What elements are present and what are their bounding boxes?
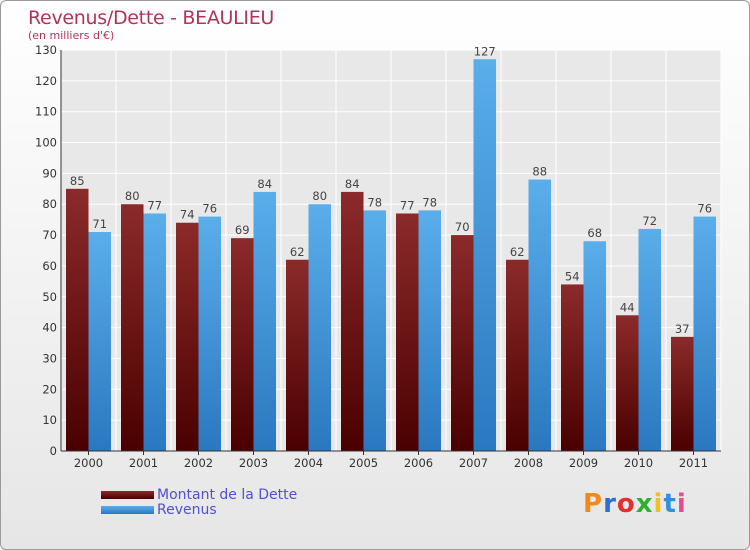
data-label: 69: [235, 223, 250, 237]
data-label: 127: [474, 44, 496, 58]
logo-letter: P: [583, 489, 604, 519]
bar-revenus: [418, 210, 441, 451]
bar-debt: [396, 213, 419, 451]
data-label: 62: [290, 245, 305, 259]
data-label: 68: [587, 226, 602, 240]
y-tick-label: 120: [35, 74, 57, 88]
data-label: 88: [532, 165, 547, 179]
logo-letter: o: [616, 489, 636, 519]
y-tick-label: 60: [42, 259, 57, 273]
x-tick-label: 2001: [129, 456, 158, 470]
bar-debt: [231, 238, 254, 451]
x-tick-label: 2007: [459, 456, 488, 470]
y-tick-label: 10: [42, 413, 57, 427]
y-tick-label: 110: [35, 105, 57, 119]
logo-letter: i: [676, 489, 687, 519]
logo-letter: i: [653, 489, 664, 519]
bar-debt: [121, 204, 144, 451]
x-tick-label: 2011: [679, 456, 708, 470]
y-tick-label: 20: [42, 382, 57, 396]
x-tick-label: 2004: [294, 456, 323, 470]
bar-revenus: [143, 213, 166, 451]
bar-debt: [451, 235, 474, 451]
y-tick-label: 100: [35, 136, 57, 150]
legend-label-debt: Montant de la Dette: [157, 486, 298, 503]
data-label: 76: [202, 202, 217, 216]
logo-letter: t: [663, 489, 677, 519]
x-tick-label: 2008: [514, 456, 543, 470]
legend-label-revenus: Revenus: [157, 501, 217, 518]
y-tick-label: 130: [35, 43, 57, 57]
bar-revenus: [253, 191, 276, 451]
x-tick-label: 2006: [404, 456, 433, 470]
chart-subtitle: (en milliers d'€): [28, 29, 115, 42]
data-label: 80: [312, 189, 327, 203]
x-tick-label: 2003: [239, 456, 268, 470]
bar-revenus: [583, 241, 606, 451]
data-label: 84: [257, 177, 272, 191]
bar-debt: [671, 336, 694, 451]
bar-debt: [506, 259, 529, 451]
bar-revenus: [88, 231, 111, 451]
y-tick-label: 90: [42, 166, 57, 180]
data-label: 85: [70, 174, 85, 188]
data-label: 74: [180, 208, 195, 222]
data-label: 71: [92, 217, 107, 231]
proxiti-logo: Proxiti: [583, 489, 687, 519]
bar-revenus: [198, 216, 221, 451]
x-tick-label: 2005: [349, 456, 378, 470]
bar-debt: [561, 284, 584, 451]
bar-debt: [176, 222, 199, 451]
bar-revenus: [528, 179, 551, 452]
data-label: 54: [565, 269, 580, 283]
legend-swatch-debt: [101, 490, 154, 499]
data-label: 72: [642, 214, 657, 228]
bar-revenus: [638, 228, 661, 451]
legend-item-revenus: Revenus: [101, 501, 297, 518]
chart-title: Revenus/Dette - BEAULIEU: [28, 7, 275, 29]
data-label: 77: [400, 198, 415, 212]
bar-debt: [286, 259, 309, 451]
data-label: 80: [125, 189, 140, 203]
data-label: 62: [510, 245, 525, 259]
bar-revenus: [693, 216, 716, 451]
y-tick-label: 40: [42, 321, 57, 335]
legend: Montant de la Dette Revenus: [101, 486, 298, 518]
data-label: 77: [147, 198, 162, 212]
legend-swatch-revenus: [101, 505, 154, 514]
bar-debt: [616, 315, 639, 451]
data-label: 84: [345, 177, 360, 191]
legend-item-debt: Montant de la Dette: [101, 486, 298, 503]
data-label: 70: [455, 220, 470, 234]
y-tick-label: 80: [42, 197, 57, 211]
y-tick-label: 30: [42, 351, 57, 365]
bar-debt: [66, 188, 89, 452]
logo-letter: x: [635, 489, 654, 519]
data-label: 76: [697, 202, 712, 216]
x-tick-label: 2002: [184, 456, 213, 470]
logo-letter: r: [603, 489, 617, 519]
x-tick-label: 2009: [569, 456, 598, 470]
x-tick-label: 2000: [74, 456, 103, 470]
data-label: 78: [422, 195, 437, 209]
y-tick-label: 70: [42, 228, 57, 242]
data-label: 78: [367, 195, 382, 209]
data-label: 44: [620, 300, 635, 314]
data-label: 37: [675, 322, 690, 336]
bar-revenus: [308, 204, 331, 451]
y-tick-label: 50: [42, 290, 57, 304]
y-tick-label: 0: [50, 444, 57, 458]
bar-revenus: [363, 210, 386, 451]
x-tick-label: 2010: [624, 456, 653, 470]
bar-revenus: [473, 59, 496, 451]
bar-debt: [341, 191, 364, 451]
